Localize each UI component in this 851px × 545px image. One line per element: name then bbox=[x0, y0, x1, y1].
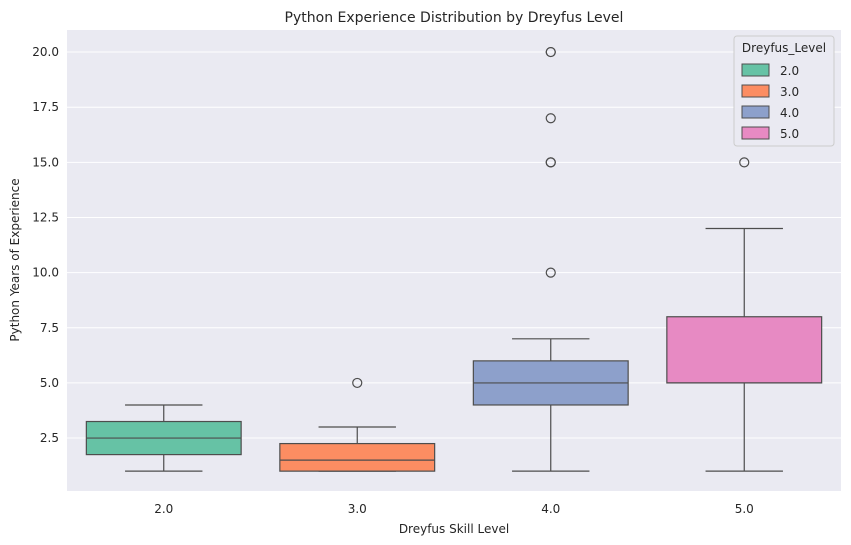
box-series bbox=[85, 46, 823, 472]
legend-swatch bbox=[741, 126, 770, 140]
x-axis-label: Dreyfus Skill Level bbox=[399, 522, 509, 536]
x-tick-label: 4.0 bbox=[541, 502, 560, 516]
outlier-point bbox=[545, 157, 556, 168]
y-tick-label: 20.0 bbox=[32, 45, 59, 59]
x-tick-label: 5.0 bbox=[735, 502, 754, 516]
y-tick-labels: 2.5 5.0 7.5 10.0 12.5 15.0 17.5 20.0 bbox=[32, 45, 59, 445]
outlier-point bbox=[545, 113, 556, 124]
legend-entry-label: 5.0 bbox=[780, 127, 799, 141]
legend-swatch bbox=[741, 63, 770, 77]
box bbox=[666, 316, 823, 384]
y-tick-label: 10.0 bbox=[32, 266, 59, 280]
legend-entry-label: 3.0 bbox=[780, 85, 799, 99]
x-tick-labels: 2.0 3.0 4.0 5.0 bbox=[154, 502, 754, 516]
box-group-5.0 bbox=[666, 157, 823, 472]
outlier-point bbox=[545, 46, 556, 58]
outlier-point bbox=[545, 267, 556, 278]
legend: Dreyfus_Level 2.0 3.0 4.0 5.0 bbox=[733, 35, 835, 147]
y-tick-label: 5.0 bbox=[40, 376, 59, 390]
x-tick-label: 2.0 bbox=[154, 502, 173, 516]
y-tick-label: 12.5 bbox=[32, 210, 59, 224]
box-group-4.0 bbox=[472, 46, 629, 472]
legend-entry-label: 4.0 bbox=[780, 106, 799, 120]
outlier-point bbox=[352, 377, 363, 389]
y-tick-label: 17.5 bbox=[32, 100, 59, 114]
legend-title: Dreyfus_Level bbox=[742, 41, 826, 55]
chart-title: Python Experience Distribution by Dreyfu… bbox=[285, 10, 624, 26]
outlier-point bbox=[739, 157, 750, 168]
legend-swatch bbox=[741, 84, 770, 98]
y-axis-label: Python Years of Experience bbox=[8, 178, 22, 341]
box bbox=[279, 442, 436, 472]
legend-entry-label: 2.0 bbox=[780, 64, 799, 78]
y-tick-label: 15.0 bbox=[32, 155, 59, 169]
x-tick-label: 3.0 bbox=[348, 502, 367, 516]
box-group-3.0 bbox=[279, 377, 436, 472]
y-tick-label: 7.5 bbox=[40, 321, 59, 335]
box-group-2.0 bbox=[85, 404, 242, 472]
legend-swatch bbox=[741, 105, 770, 119]
y-tick-label: 2.5 bbox=[40, 431, 59, 445]
